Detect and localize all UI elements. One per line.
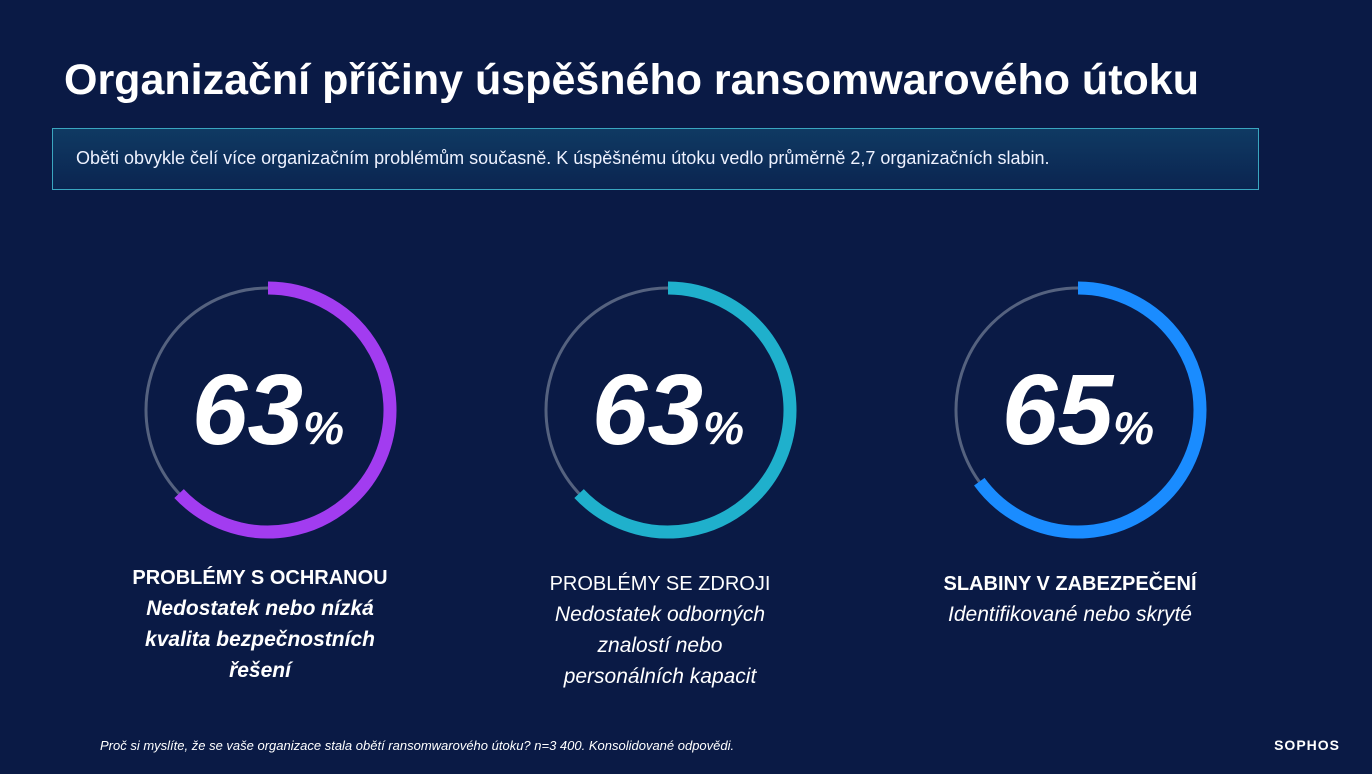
subtitle-box (52, 128, 1259, 190)
category-heading: PROBLÉMY S OCHRANOU (132, 566, 387, 589)
value-label: 63% (592, 354, 744, 466)
value-label: 63% (192, 354, 344, 466)
ring-arc (574, 281, 797, 539)
category-heading: SLABINY V ZABEZPEČENÍ (944, 571, 1197, 595)
title: Organizační příčiny úspěšného ransomwaro… (64, 56, 1199, 104)
ring-arc (174, 281, 397, 539)
value-number: 63 (592, 354, 703, 466)
category-description: řešení (229, 659, 294, 682)
category-description: Nedostatek nebo nízká (146, 597, 374, 620)
value-number: 65 (1002, 354, 1115, 466)
value-label: 65% (1002, 354, 1154, 466)
subtitle: Oběti obvykle čelí více organizačním pro… (76, 148, 1050, 168)
category-description: znalostí nebo (597, 634, 723, 657)
value-unit: % (1113, 402, 1154, 454)
category-description: kvalita bezpečnostních (145, 628, 375, 651)
ring-arc (974, 281, 1207, 539)
value-number: 63 (192, 354, 303, 466)
value-unit: % (703, 402, 744, 454)
category-description: Nedostatek odborných (555, 603, 765, 626)
category-description: personálních kapacit (563, 665, 758, 688)
category-heading: PROBLÉMY SE ZDROJI (550, 572, 771, 595)
category-description: Identifikované nebo skryté (948, 603, 1192, 626)
value-unit: % (303, 402, 344, 454)
footnote: Proč si myslíte, že se vaše organizace s… (100, 738, 734, 753)
logo: SOPHOS (1274, 737, 1340, 753)
